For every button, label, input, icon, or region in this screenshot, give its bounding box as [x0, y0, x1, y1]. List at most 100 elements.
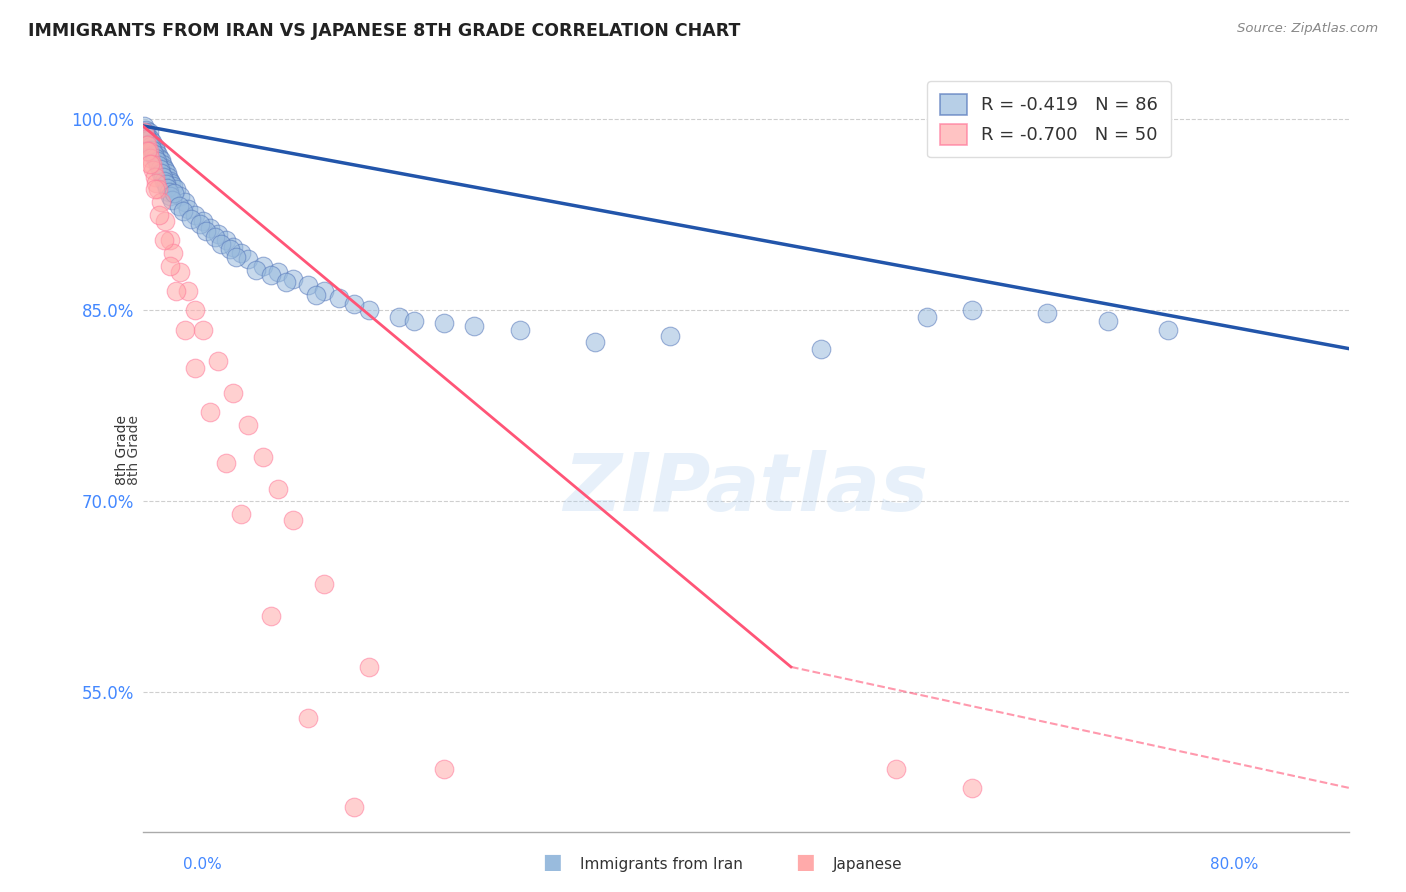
- Text: 0.0%: 0.0%: [183, 857, 222, 872]
- Point: [222, 386, 245, 401]
- Point: [274, 276, 297, 290]
- Point: [138, 145, 160, 159]
- Point: [343, 297, 366, 311]
- Point: [149, 195, 172, 210]
- Point: [148, 158, 170, 172]
- Point: [214, 456, 236, 470]
- Point: [184, 360, 207, 375]
- Point: [297, 711, 319, 725]
- Point: [1157, 322, 1180, 336]
- Point: [138, 125, 160, 139]
- Point: [149, 162, 172, 177]
- Text: 8th Grade: 8th Grade: [127, 416, 141, 485]
- Point: [160, 176, 183, 190]
- Point: [167, 199, 190, 213]
- Point: [312, 577, 335, 591]
- Point: [343, 800, 366, 814]
- Text: Immigrants from Iran: Immigrants from Iran: [581, 857, 742, 872]
- Point: [229, 507, 252, 521]
- Point: [177, 285, 200, 299]
- Point: [219, 242, 242, 256]
- Point: [141, 157, 163, 171]
- Point: [155, 178, 177, 192]
- Point: [463, 318, 485, 333]
- Point: [191, 214, 214, 228]
- Point: [173, 322, 195, 336]
- Point: [312, 285, 335, 299]
- Point: [159, 173, 181, 187]
- Point: [139, 157, 162, 171]
- Text: ■: ■: [541, 853, 562, 872]
- Text: ■: ■: [794, 853, 815, 872]
- Point: [160, 193, 183, 207]
- Point: [283, 271, 305, 285]
- Point: [142, 163, 165, 178]
- Point: [150, 166, 173, 180]
- Point: [583, 335, 606, 350]
- Point: [139, 151, 162, 165]
- Point: [132, 119, 155, 133]
- Point: [229, 246, 252, 260]
- Point: [153, 163, 176, 178]
- Text: Source: ZipAtlas.com: Source: ZipAtlas.com: [1237, 22, 1378, 36]
- Point: [184, 208, 207, 222]
- Point: [960, 303, 983, 318]
- Point: [810, 342, 832, 356]
- Point: [132, 125, 155, 139]
- Point: [135, 131, 157, 145]
- Point: [150, 157, 173, 171]
- Point: [177, 202, 200, 216]
- Point: [388, 310, 411, 324]
- Point: [194, 225, 217, 239]
- Point: [136, 133, 159, 147]
- Point: [328, 291, 350, 305]
- Point: [135, 122, 157, 136]
- Point: [433, 316, 456, 330]
- Point: [135, 128, 157, 143]
- Point: [152, 161, 174, 175]
- Point: [142, 146, 165, 161]
- Point: [180, 211, 202, 226]
- Point: [305, 288, 328, 302]
- Point: [225, 250, 247, 264]
- Point: [136, 128, 159, 142]
- Point: [960, 780, 983, 795]
- Point: [149, 153, 172, 168]
- Point: [204, 229, 226, 244]
- Point: [145, 151, 167, 165]
- Point: [357, 303, 380, 318]
- Point: [283, 514, 305, 528]
- Point: [139, 131, 162, 145]
- Point: [191, 322, 214, 336]
- Point: [143, 169, 166, 184]
- Point: [141, 136, 163, 150]
- Point: [153, 173, 176, 187]
- Text: 80.0%: 80.0%: [1211, 857, 1258, 872]
- Point: [138, 136, 160, 151]
- Point: [252, 450, 274, 464]
- Point: [173, 195, 195, 210]
- Point: [207, 354, 229, 368]
- Point: [209, 237, 232, 252]
- Point: [156, 166, 179, 180]
- Point: [163, 186, 186, 201]
- Point: [146, 182, 169, 196]
- Point: [146, 154, 169, 169]
- Point: [136, 145, 159, 159]
- Point: [172, 204, 194, 219]
- Point: [236, 417, 259, 432]
- Point: [357, 660, 380, 674]
- Point: [222, 240, 245, 254]
- Point: [214, 233, 236, 247]
- Point: [659, 329, 682, 343]
- Point: [260, 268, 283, 282]
- Point: [145, 145, 167, 159]
- Point: [156, 181, 179, 195]
- Point: [159, 233, 181, 247]
- Point: [188, 217, 211, 231]
- Point: [148, 208, 170, 222]
- Point: [143, 182, 166, 196]
- Point: [200, 405, 222, 419]
- Point: [153, 214, 176, 228]
- Point: [165, 285, 187, 299]
